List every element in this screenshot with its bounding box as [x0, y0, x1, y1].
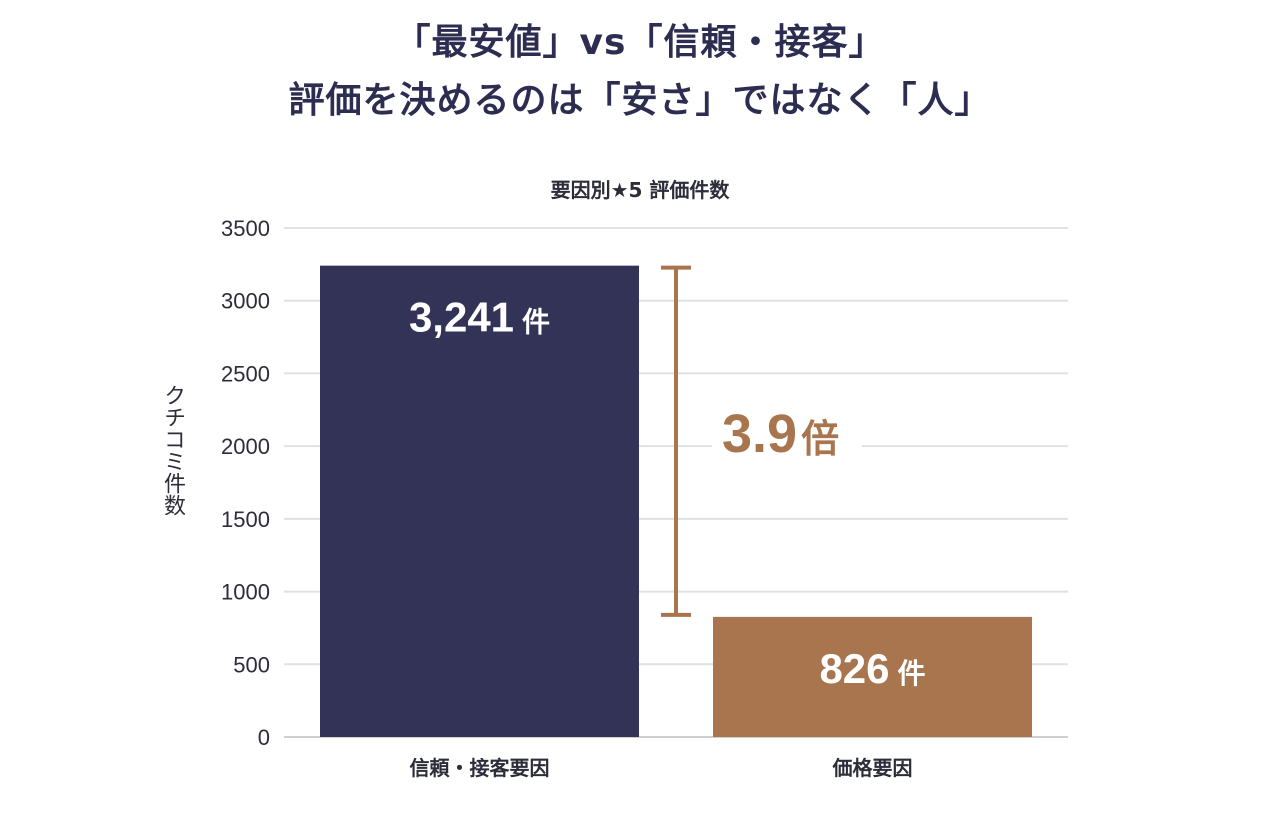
y-tick-label: 3000 — [221, 289, 270, 314]
bar — [713, 616, 1032, 737]
y-tick-label: 3500 — [221, 216, 270, 241]
y-axis-label: クチコミ件数 — [160, 384, 185, 516]
x-category-label: 価格要因 — [832, 756, 913, 780]
bar-value-label: 3,241 件 — [409, 294, 550, 341]
bar-value-label: 826 件 — [819, 645, 925, 692]
bar — [320, 265, 639, 737]
title-line-2: 評価を決めるのは「安さ」ではなく「人」 — [288, 80, 992, 121]
ratio-label: 3.9 倍 — [722, 404, 839, 464]
x-category-label: 信頼・接客要因 — [410, 756, 550, 780]
chart-title: 「最安値」vs「信頼・接客」 評価を決めるのは「安さ」ではなく「人」 — [0, 14, 1280, 130]
y-tick-label: 2500 — [221, 361, 270, 386]
y-tick-label: 0 — [258, 725, 270, 750]
title-line-1: 「最安値」vs「信頼・接客」 — [394, 22, 886, 63]
chart-subtitle: 要因別★5 評価件数 — [550, 178, 730, 202]
y-tick-label: 1000 — [221, 580, 270, 605]
ratio-label-background — [712, 396, 862, 472]
y-tick-label: 2000 — [221, 434, 270, 459]
y-tick-label: 1500 — [221, 507, 270, 532]
y-tick-label: 500 — [233, 652, 270, 677]
